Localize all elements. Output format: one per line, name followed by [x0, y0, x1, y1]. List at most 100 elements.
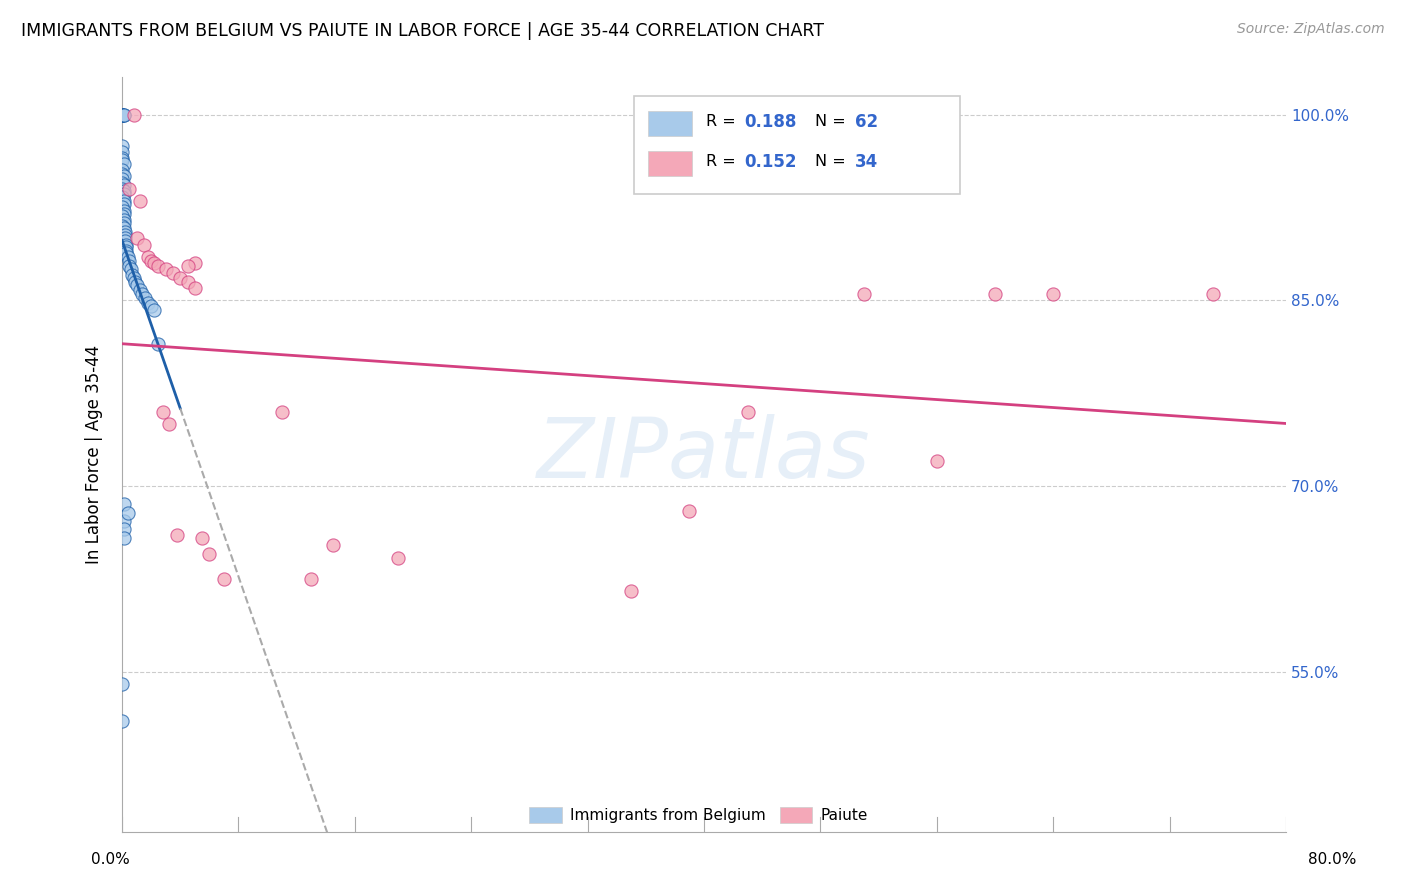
- Point: [111, 138, 134, 153]
- Point: [112, 217, 135, 231]
- Point: [111, 107, 134, 121]
- Point: [114, 234, 136, 248]
- Point: [128, 194, 150, 209]
- Point: [136, 295, 159, 310]
- Point: [148, 336, 170, 351]
- Point: [111, 107, 134, 121]
- Point: [112, 169, 135, 184]
- Point: [299, 572, 322, 586]
- Point: [111, 167, 134, 181]
- Point: [678, 503, 700, 517]
- Point: [120, 262, 142, 277]
- Point: [114, 225, 136, 239]
- Point: [1042, 287, 1064, 301]
- Point: [111, 153, 134, 168]
- Point: [124, 275, 146, 289]
- Point: [148, 259, 170, 273]
- Point: [112, 497, 135, 511]
- Point: [166, 528, 188, 542]
- Point: [152, 404, 174, 418]
- FancyBboxPatch shape: [780, 806, 813, 823]
- Point: [125, 231, 148, 245]
- Point: [125, 278, 148, 293]
- Point: [112, 107, 135, 121]
- Text: Immigrants from Belgium: Immigrants from Belgium: [571, 807, 766, 822]
- Point: [112, 178, 135, 193]
- Point: [122, 271, 145, 285]
- Point: [111, 714, 134, 728]
- Point: [112, 204, 135, 219]
- Point: [184, 281, 207, 295]
- Point: [136, 250, 159, 264]
- Point: [111, 107, 134, 121]
- Point: [111, 163, 134, 178]
- Text: N =: N =: [814, 154, 851, 169]
- Point: [191, 531, 214, 545]
- Point: [111, 107, 134, 121]
- Point: [155, 262, 177, 277]
- Text: ZIPatlas: ZIPatlas: [537, 415, 870, 495]
- Point: [118, 182, 141, 196]
- Point: [128, 283, 150, 297]
- Point: [114, 227, 136, 242]
- Point: [111, 151, 134, 165]
- Text: 0.188: 0.188: [745, 113, 797, 131]
- Point: [118, 259, 141, 273]
- Point: [271, 404, 294, 418]
- Text: IMMIGRANTS FROM BELGIUM VS PAIUTE IN LABOR FORCE | AGE 35-44 CORRELATION CHART: IMMIGRANTS FROM BELGIUM VS PAIUTE IN LAB…: [21, 22, 824, 40]
- Point: [112, 107, 135, 121]
- Y-axis label: In Labor Force | Age 35-44: In Labor Force | Age 35-44: [86, 345, 103, 565]
- Point: [117, 250, 139, 264]
- Point: [853, 287, 876, 301]
- Point: [387, 550, 409, 565]
- Point: [737, 404, 759, 418]
- FancyBboxPatch shape: [530, 806, 562, 823]
- Text: R =: R =: [706, 154, 741, 169]
- Point: [131, 287, 153, 301]
- Point: [122, 107, 145, 121]
- Point: [117, 506, 139, 520]
- Point: [212, 572, 235, 586]
- Point: [157, 417, 180, 431]
- Text: 80.0%: 80.0%: [1309, 852, 1357, 867]
- Point: [111, 219, 134, 233]
- Point: [121, 268, 143, 283]
- Point: [118, 253, 141, 268]
- Point: [111, 201, 134, 215]
- FancyBboxPatch shape: [634, 96, 960, 194]
- Point: [143, 303, 166, 318]
- Text: N =: N =: [814, 114, 851, 129]
- Point: [112, 206, 135, 220]
- Point: [115, 246, 138, 260]
- Text: 0.0%: 0.0%: [91, 852, 131, 867]
- Point: [114, 231, 136, 245]
- Point: [162, 266, 184, 280]
- Point: [134, 291, 156, 305]
- Point: [1202, 287, 1225, 301]
- Point: [111, 182, 134, 196]
- Point: [112, 514, 135, 528]
- Point: [111, 190, 134, 204]
- Text: R =: R =: [706, 114, 741, 129]
- Point: [111, 107, 134, 121]
- Point: [112, 221, 135, 235]
- Point: [111, 172, 134, 186]
- Point: [111, 677, 134, 691]
- Point: [322, 538, 344, 552]
- Point: [143, 256, 166, 270]
- Point: [115, 244, 138, 258]
- Text: Source: ZipAtlas.com: Source: ZipAtlas.com: [1237, 22, 1385, 37]
- Point: [112, 186, 135, 201]
- Point: [111, 145, 134, 159]
- Point: [115, 237, 138, 252]
- Point: [112, 196, 135, 211]
- Point: [184, 256, 207, 270]
- Point: [111, 176, 134, 190]
- Point: [169, 271, 191, 285]
- Point: [112, 212, 135, 227]
- Point: [111, 209, 134, 223]
- Point: [176, 275, 198, 289]
- Point: [141, 253, 163, 268]
- Text: 62: 62: [855, 113, 879, 131]
- Point: [925, 454, 948, 468]
